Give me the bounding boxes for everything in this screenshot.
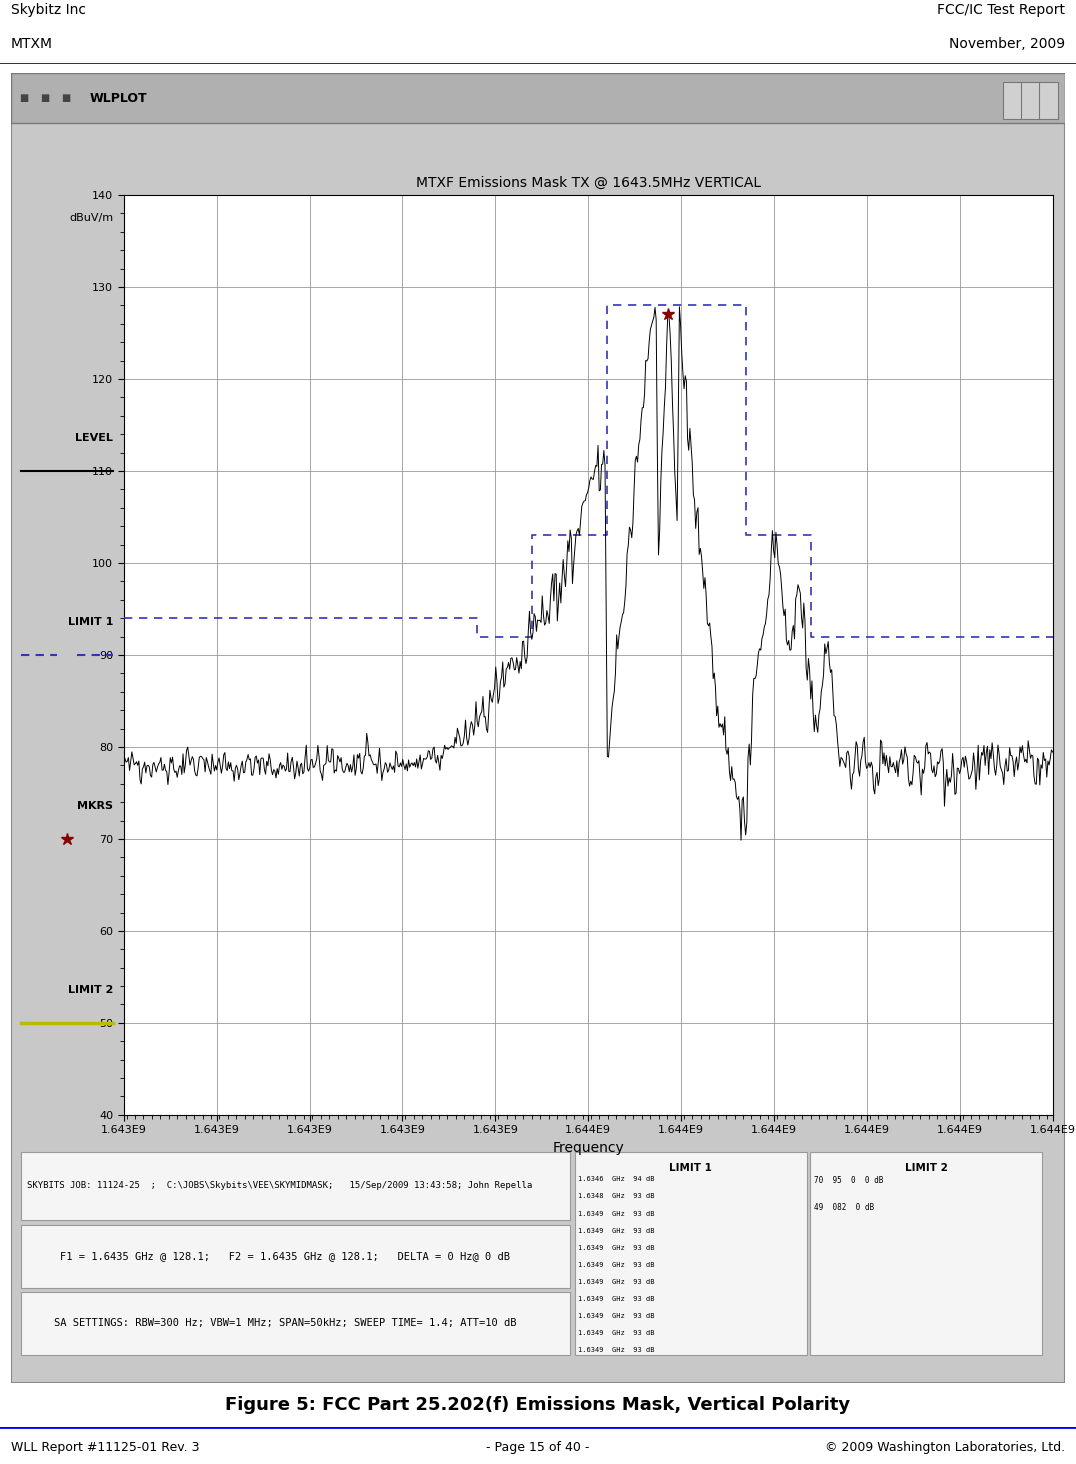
Text: 1.6349  GHz  93 dB: 1.6349 GHz 93 dB: [578, 1244, 654, 1250]
Text: MKRS: MKRS: [77, 801, 113, 811]
Text: dBuV/m: dBuV/m: [69, 214, 113, 224]
Text: 49  082  0 dB: 49 082 0 dB: [815, 1202, 875, 1212]
Text: 1.6349  GHz  93 dB: 1.6349 GHz 93 dB: [578, 1278, 654, 1284]
Text: SA SETTINGS: RBW=300 Hz; VBW=1 MHz; SPAN=50kHz; SWEEP TIME= 1.4; ATT=10 dB: SA SETTINGS: RBW=300 Hz; VBW=1 MHz; SPAN…: [54, 1318, 516, 1328]
Bar: [22, 1225, 569, 1288]
Text: 1.6349  GHz  93 dB: 1.6349 GHz 93 dB: [578, 1296, 654, 1301]
Text: FCC/IC Test Report: FCC/IC Test Report: [937, 3, 1065, 18]
Bar: [1003, 82, 1022, 119]
Text: SKYBITS JOB: 11124-25  ;  C:\JOBS\Skybits\VEE\SKYMIDMASK;   15/Sep/2009 13:43:58: SKYBITS JOB: 11124-25 ; C:\JOBS\Skybits\…: [27, 1181, 532, 1190]
Text: 1.6346  GHz  94 dB: 1.6346 GHz 94 dB: [578, 1177, 654, 1183]
Text: MTXM: MTXM: [11, 38, 53, 51]
Text: WLL Report #11125-01 Rev. 3: WLL Report #11125-01 Rev. 3: [11, 1441, 199, 1454]
Text: 1.6349  GHz  93 dB: 1.6349 GHz 93 dB: [578, 1329, 654, 1335]
Text: F1 = 1.6435 GHz @ 128.1;   F2 = 1.6435 GHz @ 128.1;   DELTA = 0 Hz@ 0 dB: F1 = 1.6435 GHz @ 128.1; F2 = 1.6435 GHz…: [60, 1252, 510, 1262]
Text: ■: ■: [61, 94, 70, 102]
Text: 1.6348  GHz  93 dB: 1.6348 GHz 93 dB: [578, 1193, 654, 1199]
Bar: [575, 1152, 807, 1354]
Bar: [1038, 82, 1058, 119]
Text: LIMIT 1: LIMIT 1: [669, 1164, 712, 1173]
Text: LEVEL: LEVEL: [75, 433, 113, 444]
Text: © 2009 Washington Laboratories, Ltd.: © 2009 Washington Laboratories, Ltd.: [825, 1441, 1065, 1454]
Text: 1.6349  GHz  93 dB: 1.6349 GHz 93 dB: [578, 1262, 654, 1268]
Text: - Page 15 of 40 -: - Page 15 of 40 -: [486, 1441, 590, 1454]
X-axis label: Frequency: Frequency: [552, 1140, 624, 1155]
Text: 1.6349  GHz  93 dB: 1.6349 GHz 93 dB: [578, 1211, 654, 1217]
Bar: [1021, 82, 1039, 119]
Text: LIMIT 1: LIMIT 1: [68, 618, 113, 628]
Text: Skybitz Inc: Skybitz Inc: [11, 3, 86, 18]
Text: ■: ■: [40, 94, 49, 102]
Text: November, 2009: November, 2009: [949, 38, 1065, 51]
Bar: [22, 1152, 569, 1220]
Text: Figure 5: FCC Part 25.202(f) Emissions Mask, Vertical Polarity: Figure 5: FCC Part 25.202(f) Emissions M…: [226, 1397, 850, 1414]
Text: ■: ■: [18, 94, 28, 102]
Text: 1.6349  GHz  93 dB: 1.6349 GHz 93 dB: [578, 1227, 654, 1234]
Title: MTXF Emissions Mask TX @ 1643.5MHz VERTICAL: MTXF Emissions Mask TX @ 1643.5MHz VERTI…: [415, 176, 761, 190]
Text: WLPLOT: WLPLOT: [90, 92, 147, 104]
Bar: [22, 1291, 569, 1354]
Bar: [810, 1152, 1042, 1354]
Text: 70  95  0  0 dB: 70 95 0 0 dB: [815, 1177, 883, 1186]
Text: LIMIT 2: LIMIT 2: [905, 1164, 948, 1173]
Bar: [11, 73, 1065, 123]
Text: 1.6349  GHz  93 dB: 1.6349 GHz 93 dB: [578, 1347, 654, 1353]
Text: LIMIT 2: LIMIT 2: [68, 985, 113, 996]
Text: 1.6349  GHz  93 dB: 1.6349 GHz 93 dB: [578, 1313, 654, 1319]
